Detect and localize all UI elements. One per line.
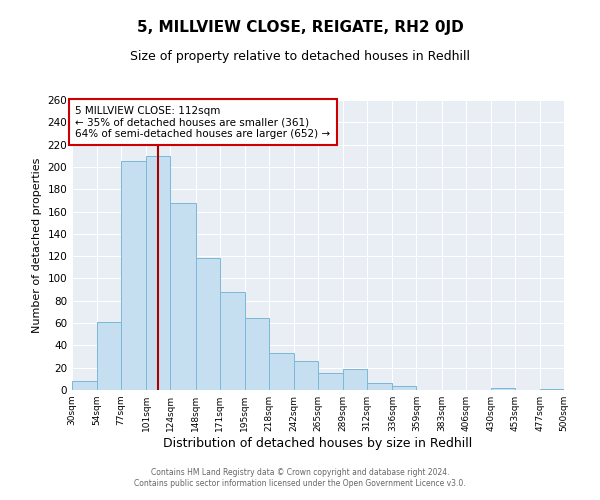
Bar	[540, 389, 564, 390]
Text: 5, MILLVIEW CLOSE, REIGATE, RH2 0JD: 5, MILLVIEW CLOSE, REIGATE, RH2 0JD	[137, 20, 463, 35]
Bar	[220, 292, 245, 390]
Bar	[367, 384, 392, 390]
Bar	[343, 369, 367, 390]
Text: Contains HM Land Registry data © Crown copyright and database right 2024.
Contai: Contains HM Land Registry data © Crown c…	[134, 468, 466, 487]
Bar	[170, 202, 196, 390]
Bar	[97, 322, 121, 390]
Bar	[491, 388, 515, 390]
Y-axis label: Number of detached properties: Number of detached properties	[32, 158, 42, 332]
Text: Size of property relative to detached houses in Redhill: Size of property relative to detached ho…	[130, 50, 470, 63]
Bar	[392, 386, 416, 390]
Bar	[245, 318, 269, 390]
Bar	[146, 156, 170, 390]
Bar	[318, 374, 343, 390]
Bar	[269, 353, 294, 390]
Bar	[121, 162, 146, 390]
Bar	[196, 258, 220, 390]
X-axis label: Distribution of detached houses by size in Redhill: Distribution of detached houses by size …	[163, 437, 473, 450]
Text: 5 MILLVIEW CLOSE: 112sqm
← 35% of detached houses are smaller (361)
64% of semi-: 5 MILLVIEW CLOSE: 112sqm ← 35% of detach…	[75, 106, 330, 139]
Bar	[294, 361, 318, 390]
Bar	[72, 381, 97, 390]
